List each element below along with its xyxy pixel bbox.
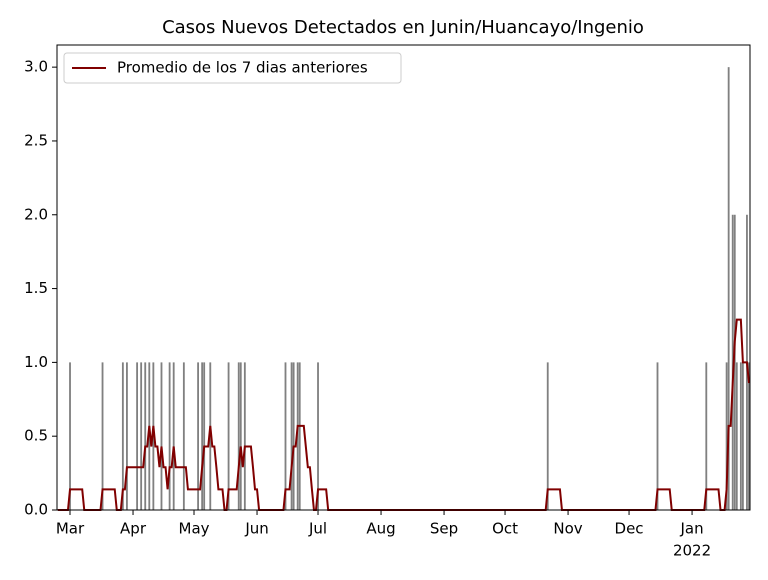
y-tick-label: 3.0 <box>24 58 48 76</box>
bar <box>731 214 734 510</box>
x-tick-label: Aug <box>366 520 395 538</box>
bar <box>317 362 319 510</box>
bar <box>735 362 738 510</box>
bar <box>168 362 171 510</box>
bar <box>727 67 730 511</box>
bar <box>292 362 295 510</box>
bar <box>239 362 242 510</box>
bar <box>160 362 163 510</box>
bar <box>725 362 728 510</box>
x-tick-label: Jul <box>308 520 327 538</box>
y-tick-label: 1.0 <box>24 353 48 371</box>
bar <box>152 362 155 510</box>
x-year-label: 2022 <box>673 542 711 560</box>
legend-box <box>63 52 402 84</box>
bar <box>546 362 549 510</box>
bar <box>243 362 246 510</box>
bar <box>290 362 293 510</box>
bar <box>197 362 199 510</box>
x-tick-label: Mar <box>56 520 85 538</box>
x-tick-label: Jun <box>244 520 268 538</box>
bar <box>69 362 71 510</box>
bar <box>227 362 230 510</box>
y-tick-label: 0.0 <box>24 501 48 519</box>
bar <box>144 362 147 510</box>
bar <box>203 362 206 510</box>
bar <box>733 214 736 510</box>
y-tick-label: 2.0 <box>24 205 48 223</box>
bar <box>101 362 104 510</box>
bar <box>140 362 143 510</box>
bar <box>126 362 128 510</box>
bar <box>237 362 240 510</box>
bar <box>148 362 151 510</box>
x-tick-label: Nov <box>553 520 582 538</box>
y-tick-label: 0.5 <box>24 427 48 445</box>
bar <box>298 362 301 510</box>
bar <box>284 362 287 510</box>
bar <box>296 362 299 510</box>
x-tick-label: Apr <box>120 520 147 538</box>
bar <box>121 362 124 510</box>
x-tick-label: Oct <box>492 520 518 538</box>
legend-label: Promedio de los 7 dias anteriores <box>117 59 368 77</box>
bar <box>656 362 659 510</box>
bar <box>136 362 139 510</box>
x-tick-label: Sep <box>430 520 458 538</box>
y-tick-label: 1.5 <box>24 279 48 297</box>
x-tick-label: Dec <box>615 520 644 538</box>
bar <box>748 362 750 510</box>
bar <box>739 362 742 510</box>
plot-frame <box>56 44 751 511</box>
bar <box>209 362 212 510</box>
bar <box>182 362 185 510</box>
bar <box>705 362 708 510</box>
chart-title: Casos Nuevos Detectados en Junin/Huancay… <box>162 17 644 38</box>
x-tick-label: Jan <box>680 520 704 538</box>
bar <box>172 362 175 510</box>
bar <box>201 362 204 510</box>
y-tick-label: 2.5 <box>24 131 48 149</box>
bar <box>741 362 744 510</box>
x-tick-label: May <box>179 520 210 538</box>
